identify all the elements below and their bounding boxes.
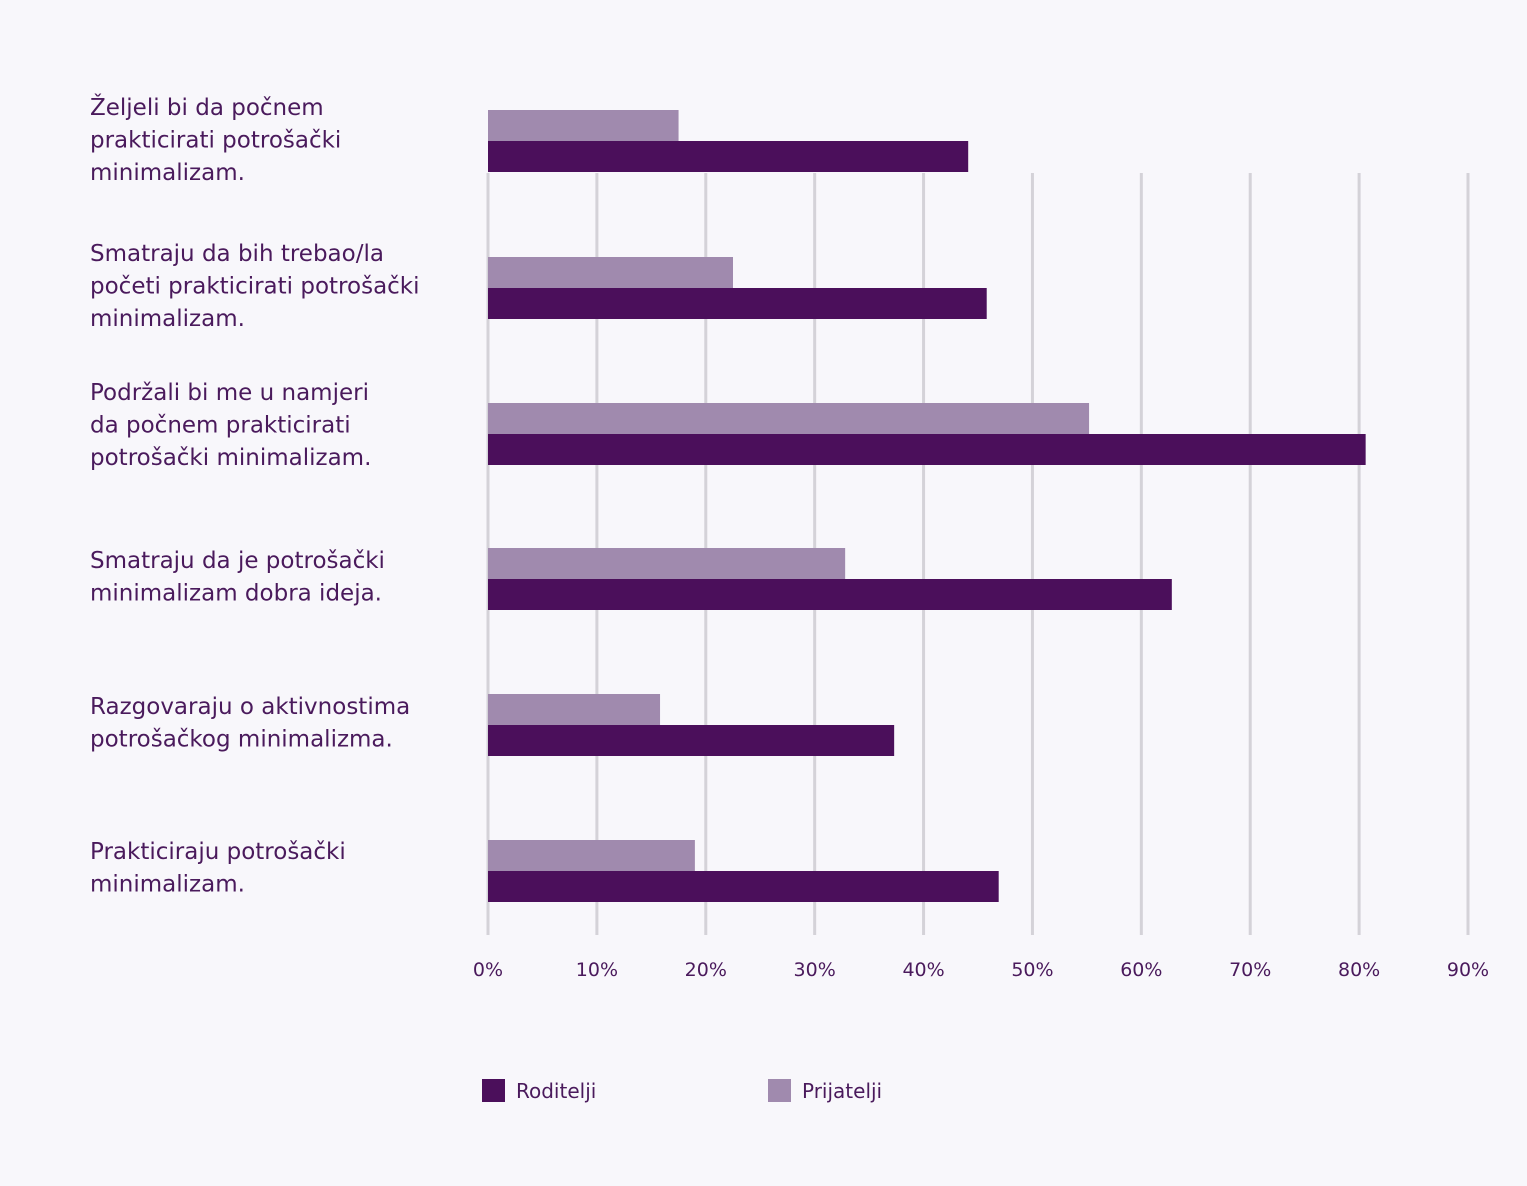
bar-prijatelji xyxy=(488,548,846,579)
x-tick-label: 10% xyxy=(576,959,618,981)
x-tick-label: 70% xyxy=(1229,959,1271,981)
x-tick-label: 20% xyxy=(685,959,727,981)
bar-prijatelji xyxy=(488,403,1090,434)
bar-roditelji xyxy=(488,434,1366,465)
bar-roditelji xyxy=(488,579,1172,610)
category-label: Smatraju da je potrošački minimalizam dob… xyxy=(90,548,385,607)
bar-prijatelji xyxy=(488,110,679,141)
category-label: Smatraju da bih trebao/la početi praktici… xyxy=(90,241,420,332)
x-tick-label: 40% xyxy=(902,959,944,981)
category-label: Prakticiraju potrošački minimalizam. xyxy=(90,839,346,898)
category-label: Željeli bi da počnem prakticirati potroša… xyxy=(90,93,341,186)
bar-roditelji xyxy=(488,288,987,319)
legend-label-roditelji: Roditelji xyxy=(516,1079,596,1103)
bar-prijatelji xyxy=(488,840,695,871)
category-label: Podržali bi me u namjeri da počnem prakti… xyxy=(90,380,371,471)
category-labels: Željeli bi da počnem prakticirati potroša… xyxy=(90,93,420,898)
x-tick-label: 90% xyxy=(1447,959,1489,981)
legend-swatch-roditelji xyxy=(482,1079,505,1102)
bar-prijatelji xyxy=(488,694,661,725)
bars xyxy=(488,110,1366,902)
category-label: Razgovaraju o aktivnostima potrošačkog mi… xyxy=(90,694,410,753)
bar-roditelji xyxy=(488,725,895,756)
legend-label-prijatelji: Prijatelji xyxy=(802,1079,882,1103)
x-tick-label: 30% xyxy=(794,959,836,981)
legend-swatch-prijatelji xyxy=(768,1079,791,1102)
x-tick-label: 0% xyxy=(473,959,503,981)
x-tick-label: 60% xyxy=(1120,959,1162,981)
x-axis-ticks: 0% 10% 20% 30% 40% 50% 60% 70% 80% 90% xyxy=(473,959,1489,981)
bar-roditelji xyxy=(488,871,999,902)
x-tick-label: 50% xyxy=(1011,959,1053,981)
legend: Roditelji Prijatelji xyxy=(482,1079,882,1103)
bar-roditelji xyxy=(488,141,969,172)
x-tick-label: 80% xyxy=(1338,959,1380,981)
bar-prijatelji xyxy=(488,257,733,288)
